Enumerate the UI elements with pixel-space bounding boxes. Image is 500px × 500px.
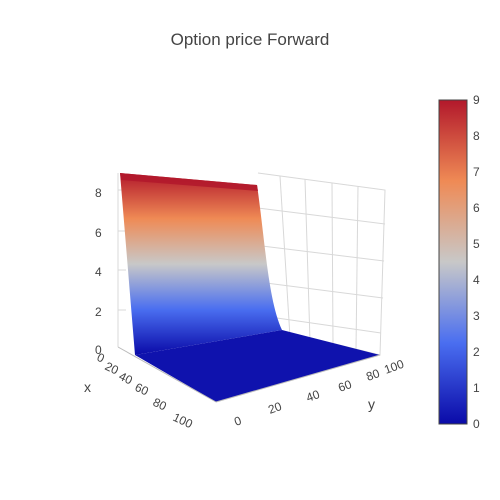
colorbar-tick: 8: [473, 129, 480, 143]
y-tick: 0: [232, 413, 243, 429]
z-axis-ticks: 8 6 4 2 0: [95, 186, 102, 357]
colorbar-tick: 2: [473, 345, 480, 359]
chart-title: Option price Forward: [171, 30, 330, 49]
z-tick: 2: [95, 305, 102, 319]
colorbar: 0 1 2 3 4 5 6 7 8 9: [439, 93, 480, 431]
y-tick: 20: [266, 399, 284, 417]
z-tick: 8: [95, 186, 102, 200]
colorbar-tick: 4: [473, 273, 480, 287]
colorbar-tick: 1: [473, 381, 480, 395]
y-tick: 80: [364, 366, 382, 384]
y-tick: 40: [304, 387, 322, 405]
colorbar-gradient: [439, 100, 467, 424]
x-axis-title: x: [84, 379, 91, 395]
x-tick: 80: [151, 395, 169, 413]
x-tick: 100: [171, 410, 195, 431]
colorbar-tick: 0: [473, 417, 480, 431]
colorbar-tick: 5: [473, 237, 480, 251]
y-tick: 100: [382, 357, 406, 377]
z-tick: 4: [95, 265, 102, 279]
colorbar-tick: 6: [473, 201, 480, 215]
colorbar-tick: 7: [473, 165, 480, 179]
y-tick: 60: [336, 377, 354, 395]
x-tick: 40: [117, 369, 135, 387]
colorbar-tick: 9: [473, 93, 480, 107]
y-axis-title: y: [368, 396, 375, 412]
x-tick: 60: [133, 380, 151, 398]
colorbar-tick: 3: [473, 309, 480, 323]
surface-drop: [120, 173, 282, 355]
z-tick: 6: [95, 226, 102, 240]
x-tick: 20: [103, 359, 121, 377]
